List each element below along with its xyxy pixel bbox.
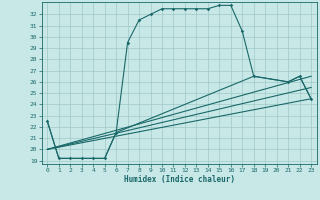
X-axis label: Humidex (Indice chaleur): Humidex (Indice chaleur) <box>124 175 235 184</box>
